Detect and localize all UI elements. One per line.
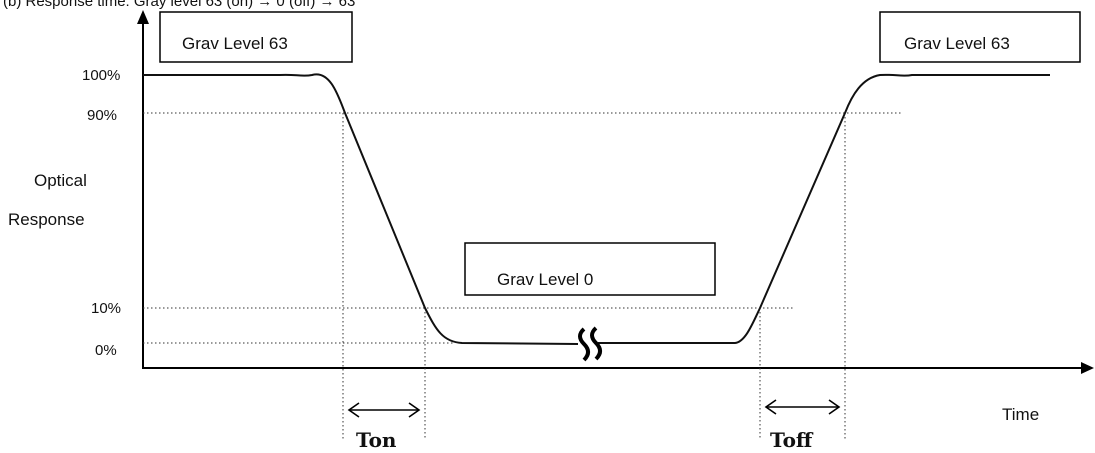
x-axis-arrow	[1081, 362, 1094, 374]
tick-10: 10%	[91, 300, 121, 317]
box-end-label: Grav Level 63	[904, 34, 1010, 53]
x-axis-title: Time	[1002, 405, 1039, 424]
tick-0: 0%	[95, 342, 117, 359]
response-curve-fall	[143, 73, 579, 345]
ton-arrow	[347, 402, 421, 418]
box-start	[159, 11, 353, 63]
toff-label: Toff	[770, 428, 814, 452]
box-middle-label: Grav Level 0	[497, 270, 593, 289]
y-axis-title-line2: Response	[8, 210, 85, 229]
header-text: (b) Response time: Gray level 63 (on) → …	[3, 0, 355, 10]
tick-90: 90%	[87, 107, 117, 124]
ton-label: Ton	[356, 428, 397, 452]
response-curve-rise	[598, 73, 1050, 344]
y-axis-arrow	[137, 10, 149, 24]
break-symbol	[578, 326, 602, 362]
box-end	[879, 11, 1081, 63]
toff-arrow	[764, 399, 841, 415]
box-middle	[464, 242, 716, 296]
tick-100: 100%	[82, 67, 120, 84]
box-start-label: Grav Level 63	[182, 34, 288, 53]
y-axis-title-line1: Optical	[34, 171, 87, 190]
